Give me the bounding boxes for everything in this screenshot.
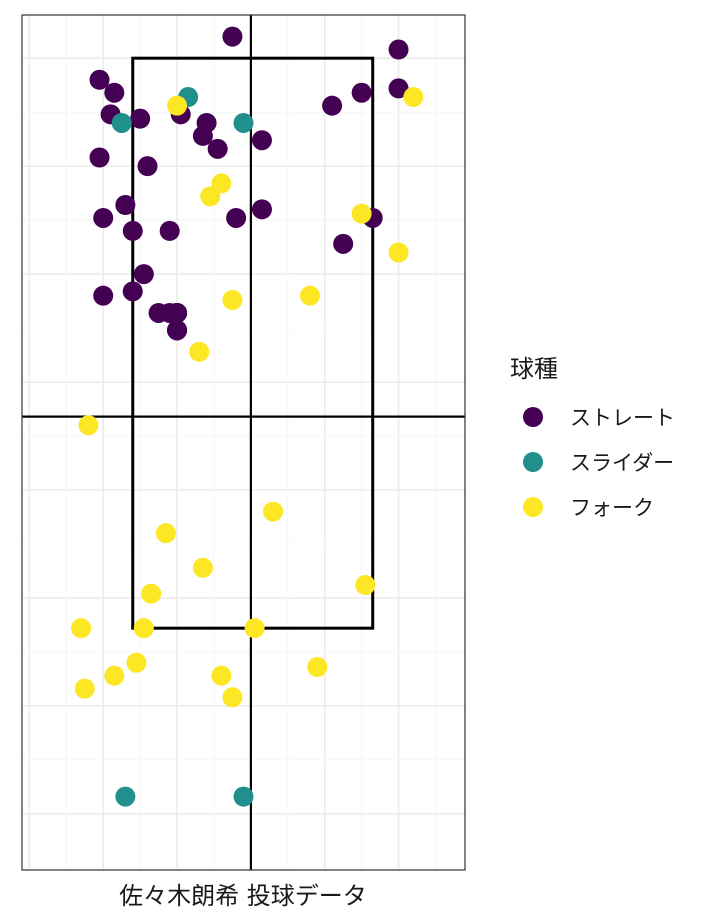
pitch-point-s0-3 xyxy=(104,82,125,103)
pitch-point-s0-24 xyxy=(133,264,154,285)
pitch-point-s0-8 xyxy=(192,125,213,146)
pitch-point-s2-5 xyxy=(388,242,409,263)
legend-label-0: ストレート xyxy=(570,406,675,430)
pitch-point-s2-7 xyxy=(299,285,320,306)
pitch-point-s2-21 xyxy=(307,657,328,678)
pitch-point-s2-17 xyxy=(244,618,265,639)
pitch-point-s2-1 xyxy=(403,87,424,108)
pitch-point-s0-9 xyxy=(207,138,228,159)
plot-border xyxy=(21,14,466,871)
pitch-point-s2-11 xyxy=(155,523,176,544)
pitch-point-s0-21 xyxy=(251,199,272,220)
pitch-point-s0-16 xyxy=(93,207,114,228)
pitch-point-s2-6 xyxy=(222,290,243,310)
legend-key-1 xyxy=(523,452,543,472)
pitch-point-s0-1 xyxy=(388,39,409,60)
pitch-point-s2-15 xyxy=(71,618,92,639)
pitch-point-s0-13 xyxy=(388,78,409,99)
pitch-point-s2-3 xyxy=(200,186,221,207)
pitch-point-s0-37 xyxy=(167,320,188,341)
pitch-point-s0-15 xyxy=(137,156,158,177)
pitch-point-s2-14 xyxy=(141,583,162,604)
legend-title: 球種 xyxy=(510,355,558,383)
pitch-point-s1-1 xyxy=(111,112,132,133)
pitch-point-s1-2 xyxy=(233,112,254,133)
legend-key-2 xyxy=(523,497,543,517)
pitch-point-s2-8 xyxy=(189,341,210,362)
pitch-point-s2-18 xyxy=(126,652,147,673)
pitch-point-s0-2 xyxy=(89,69,110,90)
legend-key-0 xyxy=(523,407,543,427)
pitch-point-s2-10 xyxy=(263,501,284,522)
x-axis-label: 佐々木朗希 投球データ xyxy=(119,882,367,910)
legend-label-2: フォーク xyxy=(570,496,654,520)
pitch-point-s1-3 xyxy=(115,786,136,807)
pitch-point-s2-9 xyxy=(78,415,99,436)
pitch-point-s2-20 xyxy=(211,665,232,686)
pitch-point-s0-18 xyxy=(122,220,143,241)
pitch-point-s2-16 xyxy=(133,618,154,639)
pitch-point-s2-2 xyxy=(211,173,232,194)
pitch-point-s0-17 xyxy=(115,195,136,215)
pitch-point-s0-10 xyxy=(251,130,272,151)
pitch-point-s0-25 xyxy=(93,285,114,306)
pitch-point-s2-22 xyxy=(74,678,95,699)
pitch-point-s0-26 xyxy=(122,281,143,302)
grid-minor xyxy=(22,15,465,870)
pitch-point-s0-36 xyxy=(167,302,188,323)
grid-major xyxy=(22,15,465,870)
pitch-point-s2-13 xyxy=(355,575,376,595)
pitch-points xyxy=(71,26,424,807)
pitch-point-s2-12 xyxy=(192,557,213,578)
pitch-point-s0-20 xyxy=(226,207,247,228)
pitch-point-s0-19 xyxy=(159,220,180,241)
pitch-point-s2-0 xyxy=(167,95,188,116)
legend-label-1: スライダー xyxy=(570,451,674,475)
pitch-point-s0-12 xyxy=(351,82,372,103)
pitch-point-s0-23 xyxy=(333,233,354,254)
pitch-point-s2-4 xyxy=(351,203,372,224)
pitch-point-s0-14 xyxy=(89,147,110,168)
pitch-point-s2-19 xyxy=(104,665,125,686)
pitch-point-s0-11 xyxy=(322,95,343,116)
pitch-point-s2-23 xyxy=(222,687,243,708)
pitch-point-s0-0 xyxy=(222,26,243,47)
pitch-point-s1-4 xyxy=(233,786,254,807)
pitch-point-s0-5 xyxy=(130,108,151,129)
